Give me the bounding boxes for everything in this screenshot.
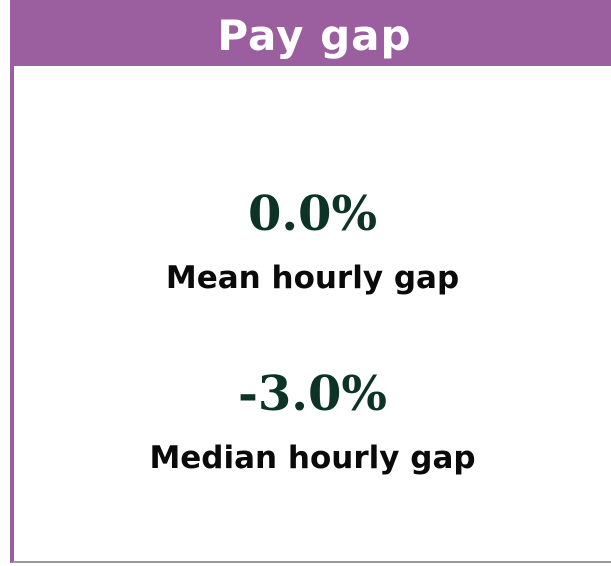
metric-label: Mean hourly gap — [165, 260, 460, 296]
metric-value: 0.0% — [247, 186, 378, 242]
title: Pay gap — [217, 11, 412, 60]
metric-value: -3.0% — [237, 366, 388, 422]
card: Pay gap 0.0% Mean hourly gap -3.0% Media… — [10, 0, 611, 563]
header: Pay gap — [14, 0, 611, 66]
metric-label: Median hourly gap — [149, 440, 476, 476]
